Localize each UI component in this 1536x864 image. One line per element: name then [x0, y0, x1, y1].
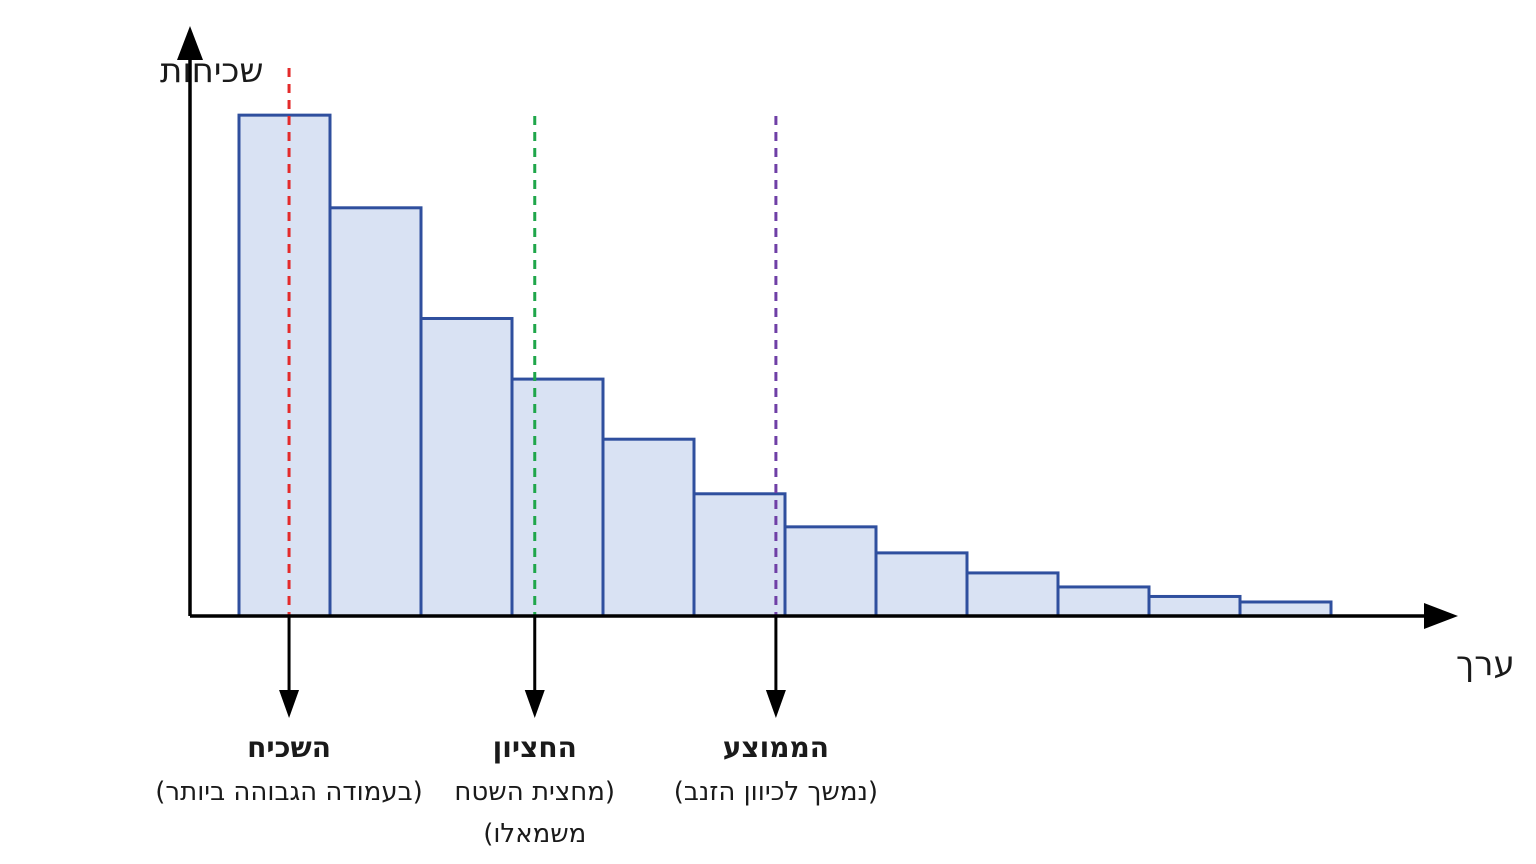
- median-pointer-arrowhead: [524, 690, 545, 718]
- marker-lines-layer: [287, 68, 778, 616]
- mean-label: הממוצע: [723, 731, 829, 764]
- histogram-bar-2: [328, 206, 423, 618]
- histogram-bar-4: [510, 377, 605, 618]
- annotations-layer: השכיח (בעמודה הגבוהה ביותר) החציון (מחצית ה…: [155, 616, 878, 849]
- histogram-bar-12: [1238, 600, 1333, 618]
- median-note-line-1: (מחצית השטח: [454, 777, 615, 807]
- histogram-bar-8: [874, 551, 969, 618]
- histogram-bar-3: [419, 316, 514, 618]
- histogram-bar-9: [965, 571, 1060, 618]
- mean-pointer-arrowhead: [765, 690, 786, 718]
- x-axis-label: ערך: [1456, 644, 1515, 684]
- x-axis-arrow: [1424, 603, 1458, 629]
- histogram-bar-5: [601, 437, 696, 618]
- mode-label: השכיח: [247, 731, 331, 764]
- histogram-bar-7: [783, 525, 878, 618]
- median-label: החציון: [493, 731, 577, 764]
- histogram-bar-6: [692, 492, 787, 618]
- histogram-bar-11: [1147, 594, 1242, 618]
- histogram-bar-10: [1056, 585, 1151, 618]
- mode-note-line-1: (בעמודה הגבוהה ביותר): [155, 777, 423, 807]
- mode-pointer-arrowhead: [279, 690, 300, 718]
- y-axis-label: שכיחות: [160, 51, 264, 91]
- y-axis-arrow: [177, 26, 203, 60]
- bars-layer: [237, 113, 1333, 618]
- mean-note-line-1: (נמשך לכיוון הזנב): [674, 777, 878, 807]
- histogram-bar-1: [237, 113, 332, 618]
- median-note-line-2: משמאלו): [483, 819, 586, 849]
